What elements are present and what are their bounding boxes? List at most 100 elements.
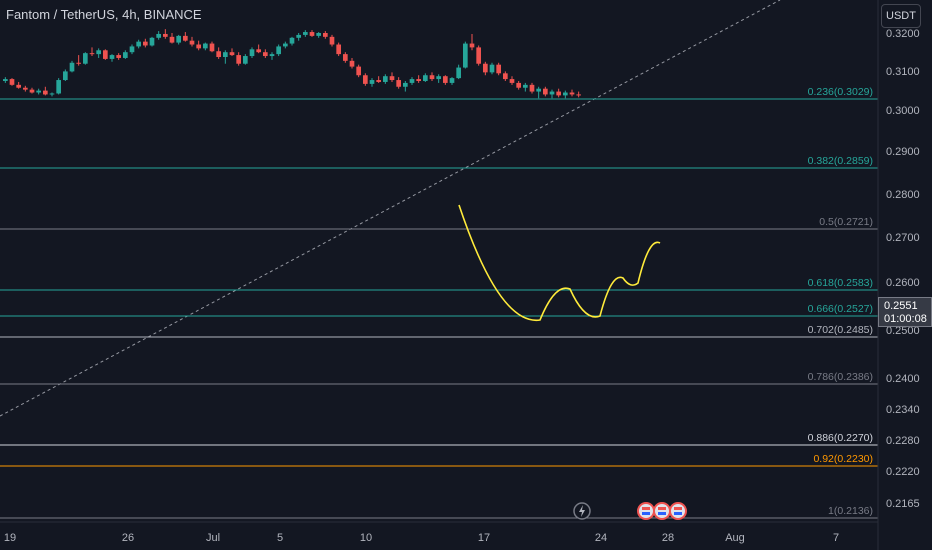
y-tick-label: 0.3200 [886,28,920,40]
candle-body [316,33,321,36]
candle-body [149,37,155,46]
candle-body [63,71,68,81]
y-tick-label: 0.2340 [886,404,920,416]
candle-body [569,92,575,95]
fib-label-0.786: 0.786(0.2386) [808,371,873,383]
candle-body [483,63,488,73]
current-price: 0.2551 [884,300,918,312]
candle-body [156,33,161,38]
candle-body [223,52,228,57]
y-tick-label: 0.2165 [886,498,920,510]
candle-body [536,88,541,92]
candle-body [229,52,235,56]
candle-body [529,84,535,92]
candle-body [189,40,195,45]
candle-body [423,75,428,81]
candle-body [329,36,335,45]
candle-body [456,67,461,79]
candle-body [136,41,141,47]
y-tick-label: 0.2800 [886,189,920,201]
candle-body [269,54,275,57]
x-tick-label: 19 [4,532,16,544]
candle-body [576,94,581,96]
candle-body [309,32,315,36]
candle-body [449,78,455,83]
candle-body [9,79,15,85]
candle-body [196,44,201,49]
fib-label-0.236: 0.236(0.3029) [808,86,873,98]
candle-body [209,43,215,52]
candle-body [29,89,35,93]
y-tick-label: 0.2220 [886,466,920,478]
projection-path [458,204,661,321]
fib-label-1: 1(0.2136) [828,505,873,517]
fib-label-0.702: 0.702(0.2485) [808,324,873,336]
x-tick-label: Jul [206,532,220,544]
current-price-tag: 0.2551 01:00:08 [878,297,932,327]
candle-body [543,88,548,95]
y-tick-label: 0.3000 [886,105,920,117]
flag-icon [658,512,666,515]
candle-body [103,50,108,59]
x-tick-label: 24 [595,532,607,544]
fib-label-0.886: 0.886(0.2270) [808,432,873,444]
candle-body [216,51,221,57]
candle-body [236,55,241,64]
candle-body [49,93,55,95]
candle-body [43,90,48,95]
candle-body [383,76,388,82]
flag-icon [642,507,650,510]
candle-body [323,33,328,37]
y-tick-label: 0.2400 [886,373,920,385]
candle-body [463,43,468,68]
x-axis: 19 26 Jul 5 10 17 24 28 Aug 7 [0,521,878,544]
x-tick-label: 28 [662,532,674,544]
candle-body [476,47,481,64]
flag-icon [658,507,666,510]
x-tick-label: 7 [833,532,839,544]
trendline [0,0,781,417]
y-tick-label: 0.2280 [886,435,920,447]
flag-icon [637,502,655,520]
candle-body [369,80,375,84]
candle-body [303,32,308,35]
candle-body [516,82,521,88]
candle-body [143,41,148,46]
currency-button[interactable]: USDT [881,4,921,28]
candle-body [363,75,368,84]
candle-body [76,62,81,64]
x-tick-label: 17 [478,532,490,544]
candle-body [203,43,208,49]
projection-line [458,204,661,321]
candle-body [23,87,28,90]
candle-body [123,52,128,58]
candle-body [176,35,181,43]
candle-body [69,62,75,72]
y-tick-label: 0.2600 [886,277,920,289]
candle-body [283,43,288,47]
candle-body [3,79,8,81]
candle-body [169,36,175,43]
event-markers [573,502,687,520]
candle-body [249,49,255,57]
candle-body [403,82,408,87]
flag-icon [669,502,687,520]
candle-body [109,55,115,59]
candle-body [469,43,475,48]
candles [3,29,581,99]
candle-body [343,54,348,61]
y-tick-label: 0.2500 [886,325,920,337]
candle-body [56,80,61,94]
fib-label-0.666: 0.666(0.2527) [808,303,873,315]
lightning-icon [579,505,585,517]
candle-body [349,60,355,67]
y-axis: 0.3200 0.3100 0.3000 0.2900 0.2800 0.2700 0.26… [877,0,920,550]
candle-body [549,91,555,95]
candle-body [376,80,381,82]
candle-body [289,37,295,44]
candle-body [443,76,448,83]
fib-label-0.382: 0.382(0.2859) [808,155,873,167]
candle-body [489,64,495,73]
bar-countdown: 01:00:08 [884,313,927,325]
